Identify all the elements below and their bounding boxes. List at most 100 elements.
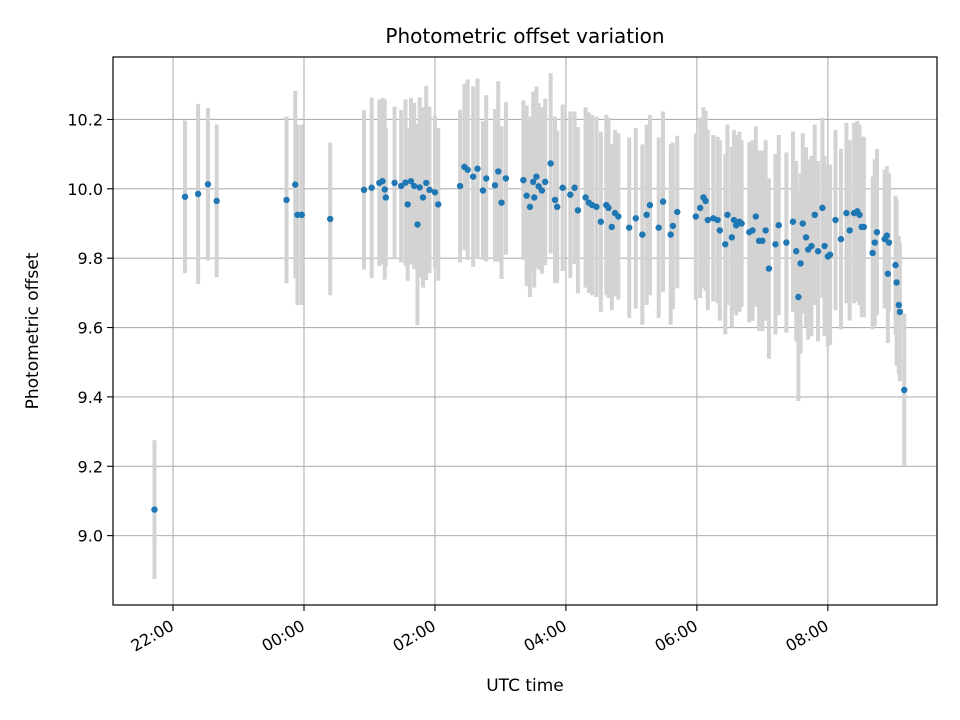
data-point	[582, 194, 589, 201]
data-point	[901, 386, 908, 394]
data-point	[431, 189, 439, 196]
data-point	[593, 203, 600, 211]
data-point	[799, 220, 806, 227]
data-point	[674, 208, 681, 216]
data-point	[204, 181, 212, 188]
data-point	[883, 232, 890, 239]
data-point	[655, 224, 662, 231]
data-point	[151, 506, 158, 513]
data-point	[762, 227, 769, 234]
data-point	[541, 178, 549, 186]
plot-frame	[112, 56, 938, 606]
y-axis-title: Photometric offset	[23, 252, 43, 409]
data-point	[814, 248, 822, 255]
data-point	[213, 197, 220, 205]
data-point	[793, 248, 800, 255]
data-point	[426, 186, 433, 194]
data-point	[692, 213, 700, 220]
data-point	[469, 173, 477, 180]
data-point	[896, 308, 904, 316]
data-point	[498, 199, 505, 206]
data-point	[893, 279, 900, 286]
data-point	[632, 215, 639, 222]
data-point	[837, 235, 845, 243]
chart-title: Photometric offset variation	[385, 24, 664, 48]
data-point	[846, 227, 853, 234]
data-point	[360, 186, 368, 194]
data-point	[529, 178, 537, 186]
data-point	[659, 198, 667, 205]
data-point	[381, 186, 388, 193]
data-point	[404, 201, 411, 208]
data-point	[559, 184, 566, 191]
data-point	[738, 220, 745, 227]
data-point	[495, 168, 502, 175]
data-point	[749, 227, 756, 234]
data-point	[283, 196, 290, 204]
data-point	[895, 301, 903, 309]
data-point	[795, 293, 802, 301]
data-point	[704, 216, 712, 224]
data-point	[416, 184, 423, 191]
data-point	[391, 179, 398, 187]
data-point	[615, 213, 622, 220]
data-point	[411, 182, 418, 190]
data-point	[181, 193, 189, 200]
data-point	[873, 228, 881, 236]
data-point	[772, 241, 779, 248]
data-point	[474, 165, 481, 172]
data-point	[538, 187, 546, 194]
data-point	[669, 222, 677, 230]
data-point	[502, 175, 510, 182]
data-point	[326, 215, 334, 223]
data-point	[730, 216, 738, 224]
data-point	[724, 211, 731, 219]
data-point	[520, 176, 527, 184]
data-point	[696, 204, 704, 212]
data-point	[871, 239, 878, 246]
data-point	[860, 223, 868, 231]
y-tick-label: 9.6	[78, 319, 103, 338]
data-point	[526, 203, 534, 211]
data-point	[856, 211, 863, 219]
data-point	[789, 218, 797, 225]
data-point	[551, 196, 559, 204]
data-point	[765, 265, 773, 272]
data-point	[643, 211, 650, 219]
data-point	[567, 191, 574, 198]
data-point	[483, 175, 490, 182]
data-point	[382, 194, 390, 201]
data-point	[605, 204, 612, 212]
data-point	[783, 239, 790, 246]
data-point	[811, 211, 818, 219]
data-point	[667, 231, 674, 238]
data-point	[819, 204, 826, 212]
data-point	[407, 177, 415, 185]
data-point	[832, 216, 839, 224]
data-point	[571, 184, 578, 191]
data-point	[702, 197, 709, 205]
data-point	[646, 201, 654, 209]
data-point	[775, 222, 782, 229]
data-point	[435, 201, 442, 208]
data-point	[194, 190, 202, 198]
data-point	[639, 231, 646, 238]
x-axis-title: UTC time	[486, 676, 564, 696]
data-point	[802, 234, 810, 241]
data-point	[423, 179, 430, 187]
data-point	[379, 177, 386, 185]
y-tick-label: 10.2	[67, 110, 103, 129]
data-point	[752, 213, 760, 220]
data-point	[531, 194, 538, 201]
data-point	[626, 224, 633, 231]
data-point	[414, 221, 421, 228]
y-tick-label: 9.2	[78, 457, 103, 476]
data-point	[397, 182, 405, 190]
data-point	[728, 234, 736, 241]
data-point	[608, 223, 615, 231]
data-point	[716, 227, 724, 234]
data-point	[523, 192, 530, 199]
data-point	[574, 207, 582, 214]
